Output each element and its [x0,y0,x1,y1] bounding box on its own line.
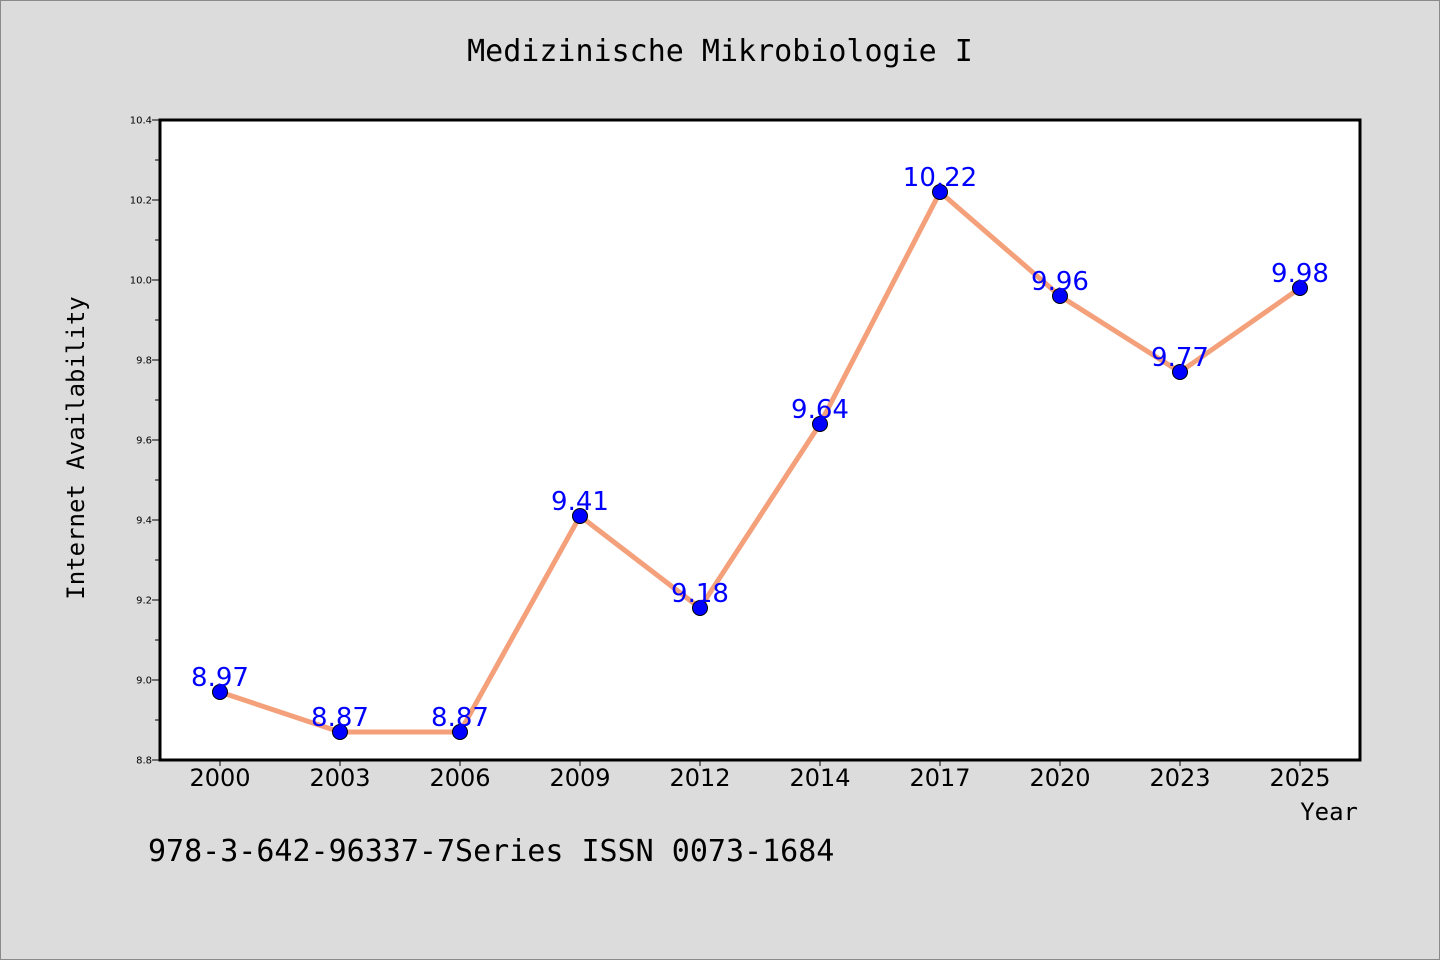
data-label: 9.18 [671,579,729,609]
data-point [1172,364,1188,380]
x-tick-label: 2020 [1029,764,1090,792]
chart-title: Medizinische Mikrobiologie I [467,34,973,69]
data-label: 8.87 [431,703,489,733]
x-axis-label: Year [1300,798,1358,826]
data-point [212,684,228,700]
data-label: 9.64 [791,395,849,425]
plot-border [158,118,1362,762]
x-tick-label: 2009 [549,764,610,792]
data-label: 8.87 [311,703,369,733]
x-axis-ticks: 2000 2003 2006 2009 2012 2014 2017 2020 2023 2025 [189,760,1331,792]
data-label: 9.77 [1151,343,1209,373]
y-tick-label: 9.8 [136,356,152,367]
data-point [932,184,948,200]
y-tick-label: 10.0 [130,276,152,287]
y-tick-label: 9.4 [136,516,152,527]
y-tick-label: 10.2 [130,196,152,207]
data-label: 9.98 [1271,259,1329,289]
x-tick-label: 2000 [189,764,250,792]
data-point [692,600,708,616]
data-label: 10.22 [903,163,977,193]
series-layer: 8.97 8.87 8.87 9.41 9.18 9.64 10.22 9.96 9.77 9.9… [191,163,1329,740]
data-label: 9.41 [551,487,609,517]
y-tick-label: 9.0 [136,676,152,687]
data-label: 9.96 [1031,267,1089,297]
data-point [452,724,468,740]
y-tick-label: 9.2 [136,596,152,607]
data-point [572,508,588,524]
x-tick-label: 2017 [909,764,970,792]
x-tick-label: 2003 [309,764,370,792]
data-label: 8.97 [191,663,249,693]
y-tick-label: 8.8 [136,756,152,767]
data-point [1292,280,1308,296]
data-point [1052,288,1068,304]
x-tick-label: 2014 [789,764,850,792]
x-tick-label: 2023 [1149,764,1210,792]
y-axis-ticks: 8.8 9.0 9.2 9.4 9.6 9.8 10.0 10.2 10.4 [130,116,160,767]
isbn-issn-text: 978-3-642-96337-7Series ISSN 0073-1684 [148,834,835,869]
plot-area [160,120,1360,760]
x-tick-label: 2006 [429,764,490,792]
data-point [332,724,348,740]
y-axis-label: Internet Availability [62,296,90,599]
y-tick-label: 10.4 [130,116,152,127]
x-tick-label: 2012 [669,764,730,792]
y-tick-label: 9.6 [136,436,152,447]
data-point [812,416,828,432]
series-line [217,189,1303,735]
x-tick-label: 2025 [1269,764,1330,792]
